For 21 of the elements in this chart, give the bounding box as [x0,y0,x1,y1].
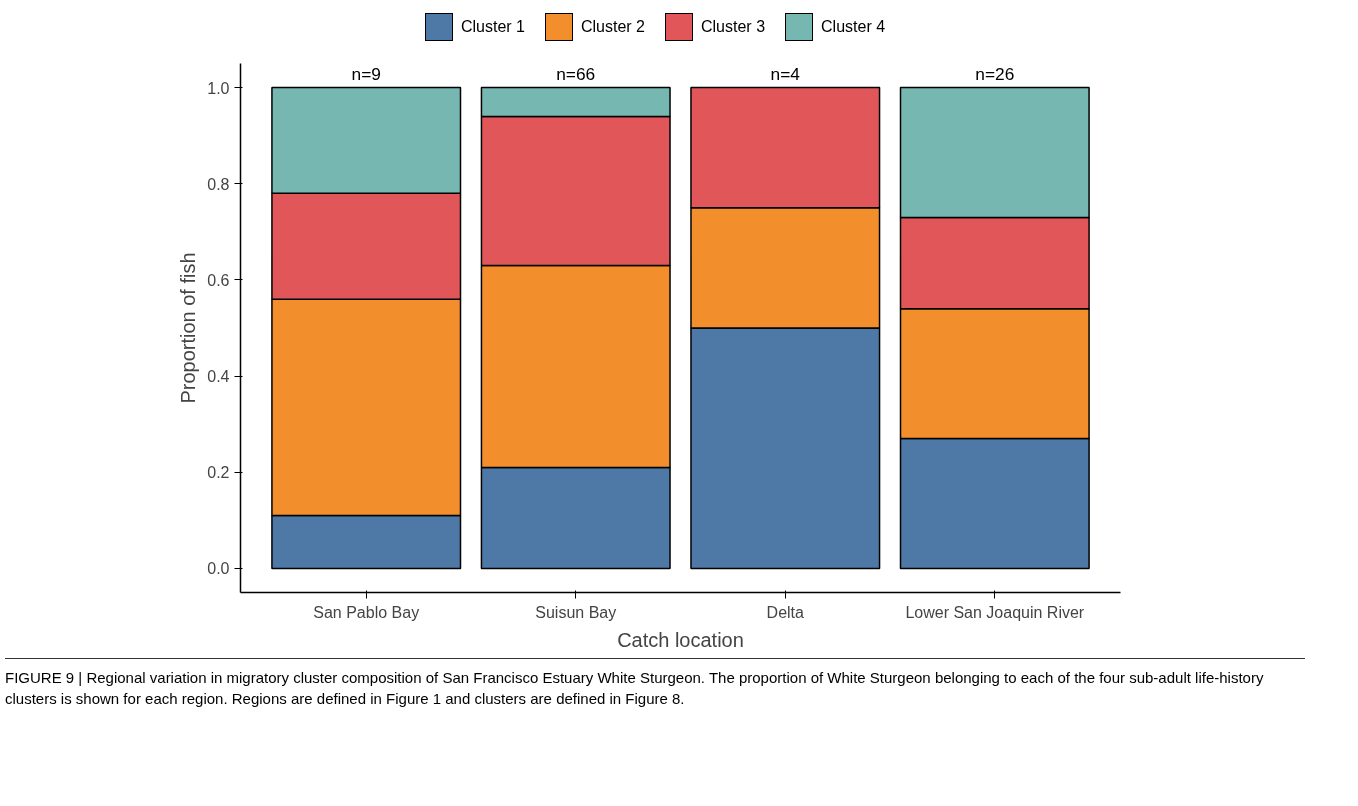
y-axis-title: Proportion of fish [177,252,200,404]
x-tick-label: Delta [766,603,805,621]
annotation: n=26 [975,63,1015,84]
y-tick-label: 0.6 [207,271,230,289]
y-tick-label: 0.0 [207,560,230,578]
caption: FIGURE 9 | Regional variation in migratory cluster composition of San Francisco Estuary White Sturgeon. The proportion of White Sturgeon belonging to each of the four sub-adult life-history clusters is shown for each region. Regions are defined in Figure 1 and clusters are defined in Figure 8. [5,667,1265,710]
legend-label: Cluster 2 [580,16,645,37]
annotation: n=66 [556,63,596,84]
x-tick-label: San Pablo Bay [313,603,420,621]
x-tick-label: Lower San Joaquin River [905,603,1085,621]
annotation: n=9 [351,63,381,84]
x-axis-title: Catch location [617,628,744,651]
legend-label: Cluster 1 [460,16,525,37]
y-tick-label: 0.2 [207,464,230,482]
legend-label: Cluster 4 [821,16,886,37]
y-tick-label: 0.4 [207,367,230,385]
legend-label: Cluster 3 [701,16,766,37]
y-tick-label: 1.0 [207,79,230,97]
x-tick-label: Suisun Bay [535,603,617,621]
y-tick-label: 0.8 [207,175,230,193]
annotation: n=4 [770,63,801,84]
